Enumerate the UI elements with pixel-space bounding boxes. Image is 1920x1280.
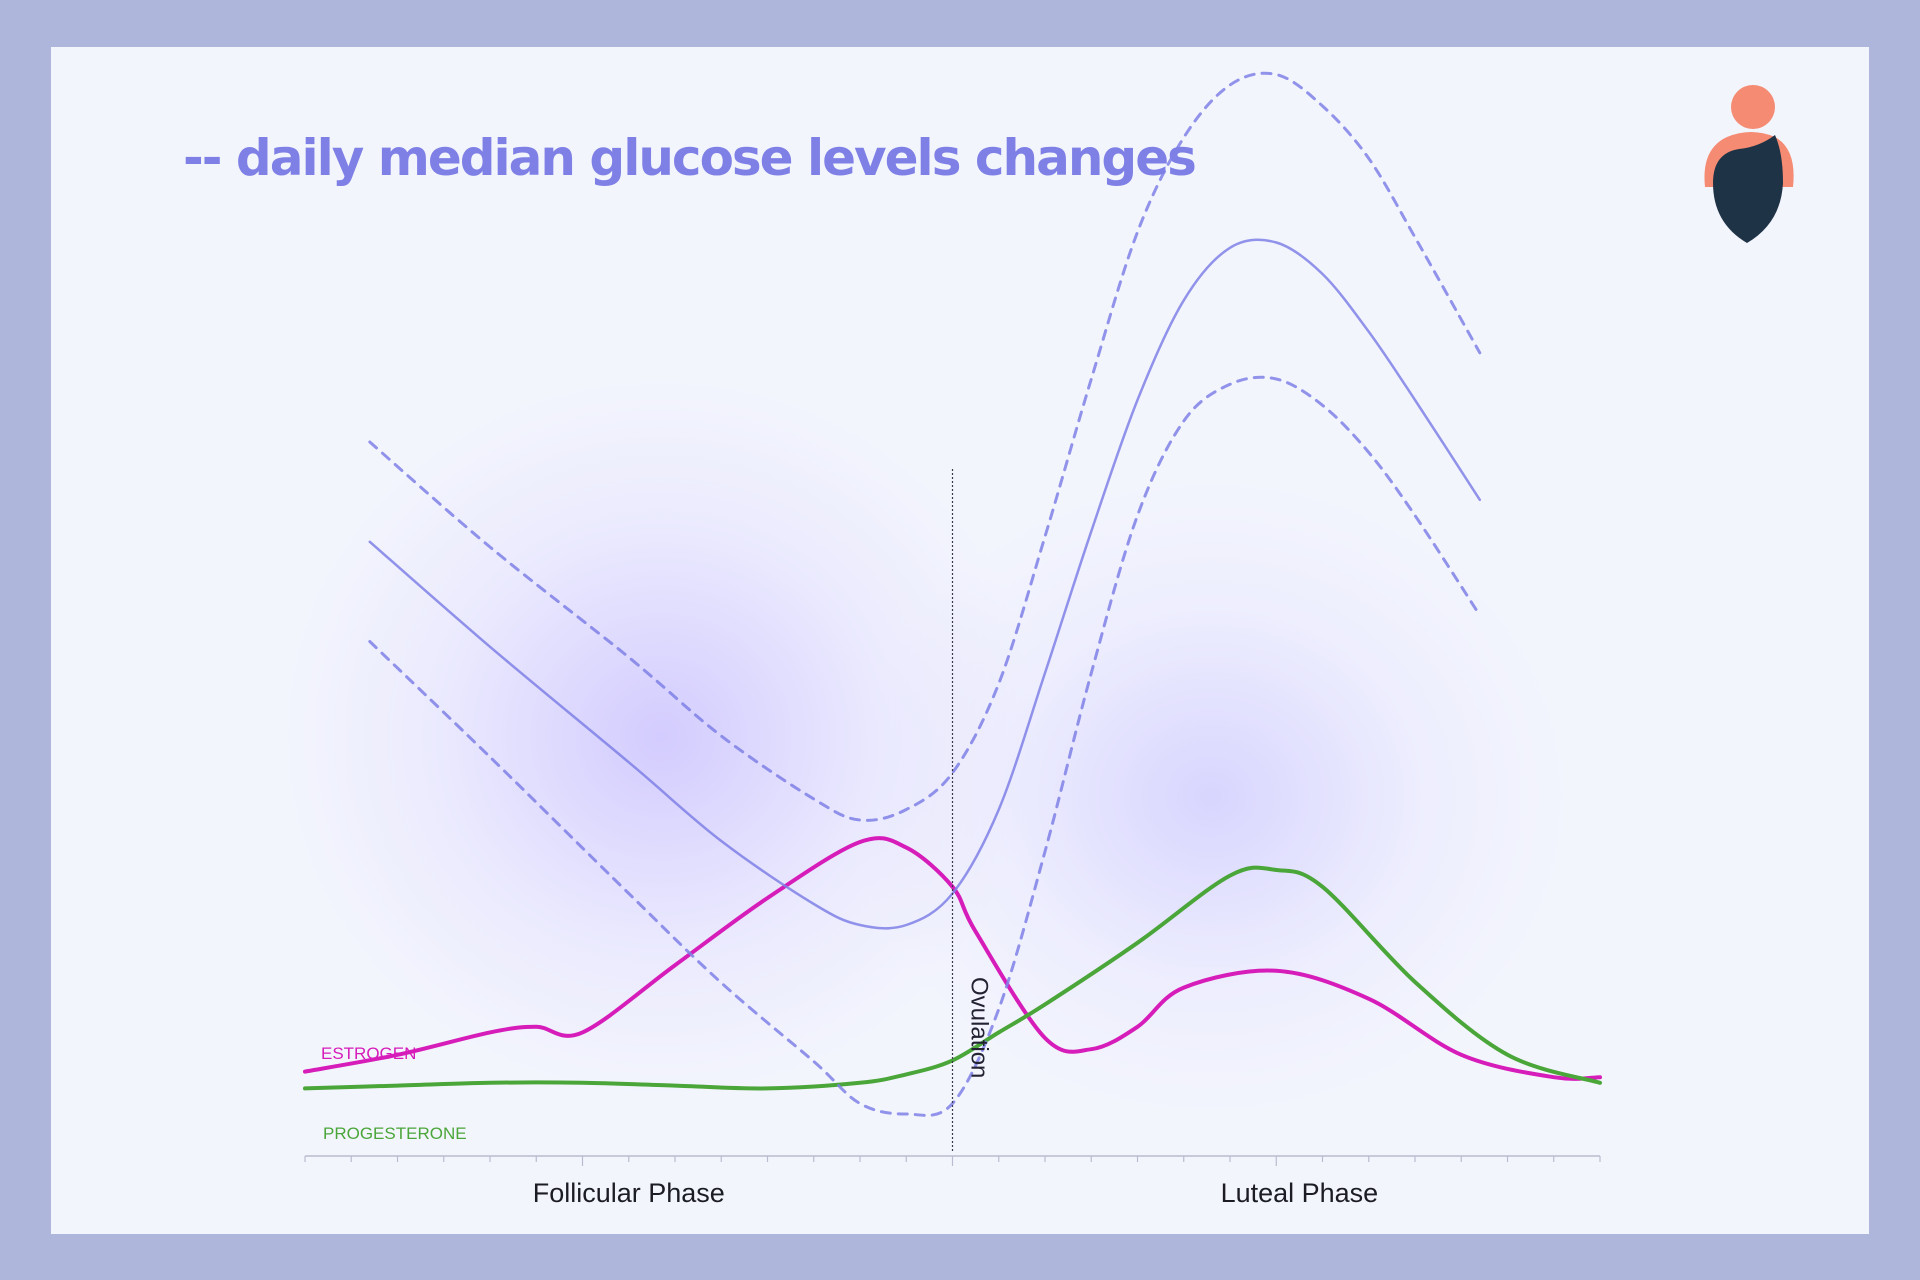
chart-title: -- daily median glucose levels changes: [183, 129, 1197, 187]
chart-card: -- daily median glucose levels changes O…: [51, 47, 1869, 1234]
cycle-chart: Ovulation ESTROGEN PROGESTERONE Follicular …: [303, 71, 1602, 1208]
person-avatar-icon: [1704, 85, 1794, 243]
progesterone-label: PROGESTERONE: [323, 1124, 467, 1143]
follicular-phase-label: Follicular Phase: [533, 1178, 725, 1208]
glucose-lower-band-line: [368, 375, 1482, 1117]
estrogen-label: ESTROGEN: [321, 1044, 416, 1063]
luteal-phase-label: Luteal Phase: [1221, 1178, 1379, 1208]
glucose-upper-band-line: [368, 71, 1482, 822]
estrogen-line: [303, 836, 1602, 1081]
ovulation-label: Ovulation: [966, 977, 993, 1078]
background-glow-right: [851, 477, 1571, 1117]
progesterone-line: [303, 865, 1602, 1091]
glucose-median-line: [368, 238, 1482, 930]
